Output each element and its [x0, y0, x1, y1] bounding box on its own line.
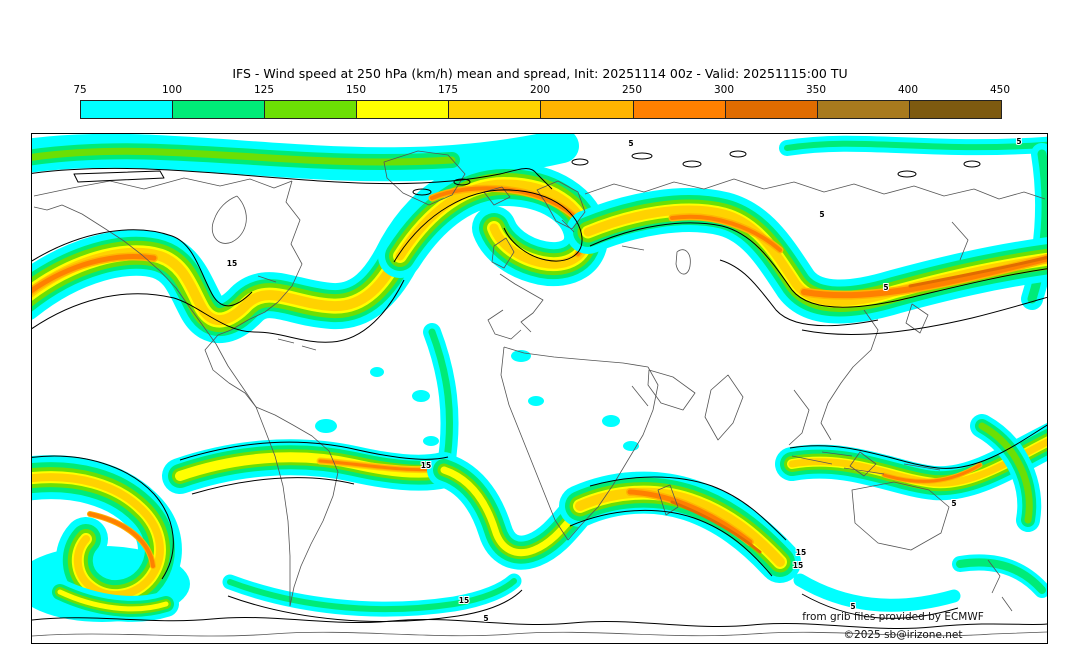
colorbar-tick-label: 350 [805, 84, 827, 96]
colorbar-segment [357, 101, 450, 118]
colorbar-segment [633, 101, 726, 118]
colorbar-tick-label: 150 [345, 84, 367, 96]
colorbar-segment [541, 101, 634, 118]
colorbar-segment [725, 101, 818, 118]
colorbar-tick-label: 175 [437, 84, 459, 96]
spread-contours [32, 150, 1047, 629]
colorbar-tick-label: 125 [253, 84, 275, 96]
contour-value-label: 5 [883, 283, 888, 292]
colorbar-tick-label: 100 [161, 84, 183, 96]
colorbar-segment [81, 101, 174, 118]
world-map-svg: 15 5 5 5 5 15 15 5 15 15 5 5 [32, 134, 1047, 637]
spread-contour-labels: 15 5 5 5 5 15 15 5 15 15 5 5 [226, 136, 1023, 624]
contour-value-label: 15 [421, 461, 431, 470]
attribution-source: from grib files provided by ECMWF [802, 611, 984, 623]
contour-value-label: 5 [819, 210, 824, 219]
colorbar-tick-labels: 75 100 125 150 175 200 250 300 350 400 450 [73, 84, 1010, 97]
attribution-copyright: ©2025 sb@irizone.net [843, 629, 963, 641]
contour-value-label: 15 [227, 259, 237, 268]
colorbar-segment [265, 101, 358, 118]
contour-value-label: 5 [628, 139, 633, 148]
contour-value-label: 15 [459, 596, 469, 605]
colorbar-tick-label: 300 [713, 84, 735, 96]
map-frame: 15 5 5 5 5 15 15 5 15 15 5 5 from grib files provid… [31, 133, 1048, 644]
chart-title: IFS - Wind speed at 250 hPa (km/h) mean … [232, 66, 848, 81]
contour-value-label: 5 [951, 499, 956, 508]
contour-value-label: 15 [793, 561, 803, 570]
colorbar-tick-label: 250 [621, 84, 643, 96]
contour-value-label: 5 [850, 602, 855, 611]
colorbar-segment [173, 101, 266, 118]
contour-value-label: 5 [483, 614, 488, 623]
colorbar [80, 100, 1002, 119]
colorbar-tick-label: 75 [73, 84, 87, 96]
colorbar-segment [909, 101, 1001, 118]
colorbar-tick-label: 400 [897, 84, 919, 96]
colorbar-tick-label: 200 [529, 84, 551, 96]
contour-value-label: 5 [1016, 137, 1021, 146]
colorbar-segment [449, 101, 542, 118]
contour-value-label: 15 [796, 548, 806, 557]
wind-speed-filled-contours [32, 144, 1047, 622]
colorbar-tick-label: 450 [989, 84, 1011, 96]
colorbar-segment [817, 101, 910, 118]
coastlines [32, 150, 1047, 637]
